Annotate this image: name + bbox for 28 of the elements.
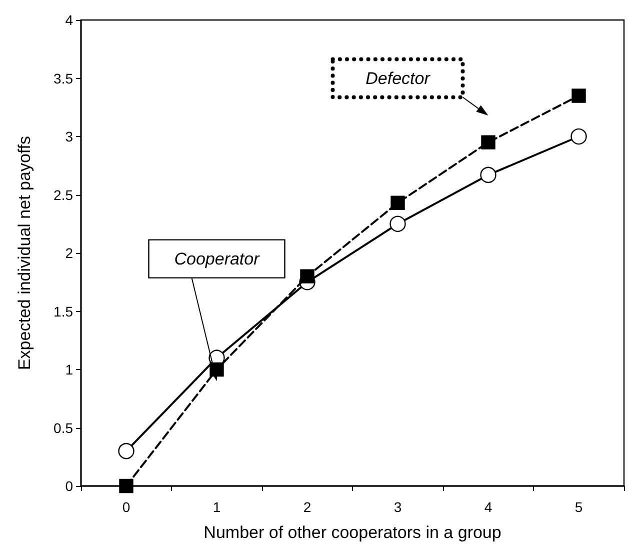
x-tick-label: 2: [303, 499, 312, 515]
y-tick-label: 1: [65, 362, 74, 378]
y-tick-label: 3: [65, 128, 74, 144]
point: [570, 128, 587, 145]
point: [300, 269, 314, 284]
y-tick-label: 0: [65, 478, 74, 494]
x-tick-label: 5: [574, 499, 583, 515]
y-tick-label: 2: [65, 245, 74, 261]
x-tick-label: 0: [122, 499, 130, 515]
y-axis-title: Expected individual net payoffs: [15, 136, 34, 370]
x-axis-title: Number of other cooperators in a group: [204, 523, 502, 542]
point: [481, 135, 496, 150]
point: [390, 196, 405, 210]
x-tick-label: 4: [484, 499, 492, 515]
point: [572, 88, 586, 103]
text: Cooperator: [174, 249, 261, 268]
point: [119, 478, 134, 494]
point: [480, 166, 496, 184]
y-tick-label: 2.5: [54, 186, 74, 203]
y-tick-label: 4: [65, 12, 74, 28]
x-tick-label: 3: [394, 499, 402, 515]
y-tick-label: 1.5: [54, 303, 74, 320]
point: [390, 216, 406, 232]
x-tick-label: 1: [212, 499, 221, 515]
text: Defector: [366, 68, 432, 88]
point: [118, 442, 134, 460]
y-tick-label: 0.5: [54, 420, 74, 436]
y-tick-label: 3.5: [54, 70, 74, 86]
